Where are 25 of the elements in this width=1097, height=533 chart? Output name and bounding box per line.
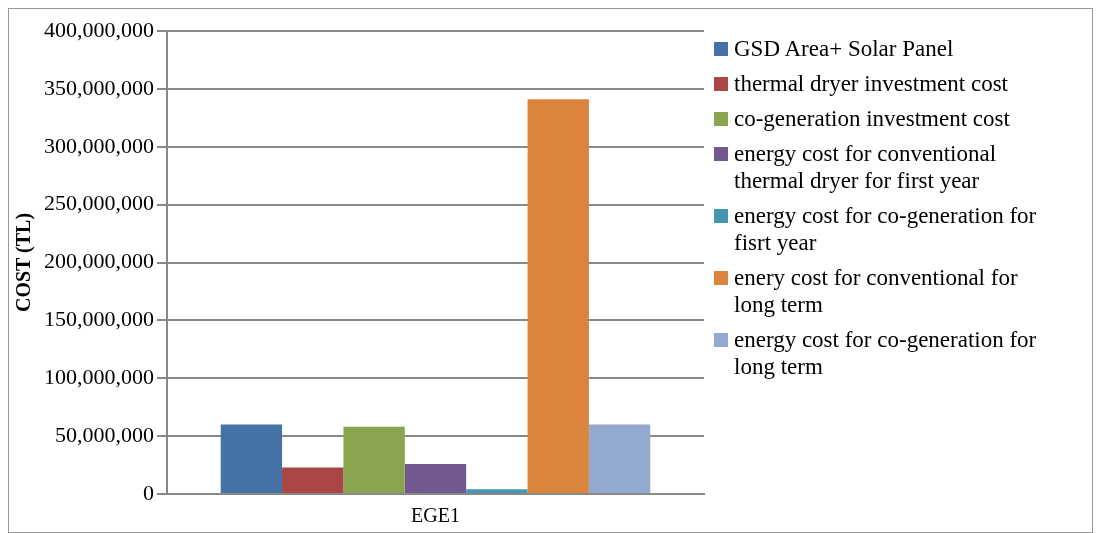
y-tick-label: 0 bbox=[143, 479, 154, 505]
y-tick-label: 250,000,000 bbox=[44, 190, 154, 216]
y-axis-title: COST (TL) bbox=[12, 212, 36, 313]
y-tick-label: 150,000,000 bbox=[44, 306, 154, 332]
bar bbox=[466, 489, 528, 493]
y-tick-label: 300,000,000 bbox=[44, 132, 154, 158]
bar bbox=[404, 463, 467, 493]
legend-label: energy cost for co-generation for fisrt year bbox=[734, 202, 1038, 256]
legend-label: GSD Area+ Solar Panel bbox=[734, 35, 954, 62]
y-tick-label: 100,000,000 bbox=[44, 364, 154, 390]
y-tick-label: 200,000,000 bbox=[44, 248, 154, 274]
legend-label: thermal dryer investment cost bbox=[734, 70, 1009, 97]
legend-label: energy cost for co-generation for long term bbox=[734, 326, 1038, 380]
y-tick-label: 50,000,000 bbox=[55, 421, 154, 447]
bar bbox=[343, 426, 405, 493]
y-tick-label: 350,000,000 bbox=[44, 74, 154, 100]
legend-label: co-generation investment cost bbox=[734, 105, 1010, 132]
y-tick-label: 400,000,000 bbox=[44, 16, 154, 42]
bar bbox=[220, 424, 283, 493]
legend-label: enery cost for conventional for long term bbox=[734, 264, 1019, 318]
legend-label: energy cost for conventional thermal dryer for first year bbox=[734, 140, 998, 194]
bar bbox=[282, 467, 344, 493]
bar bbox=[527, 99, 589, 493]
x-tick-label: EGE1 bbox=[411, 504, 460, 527]
bar bbox=[588, 424, 651, 493]
